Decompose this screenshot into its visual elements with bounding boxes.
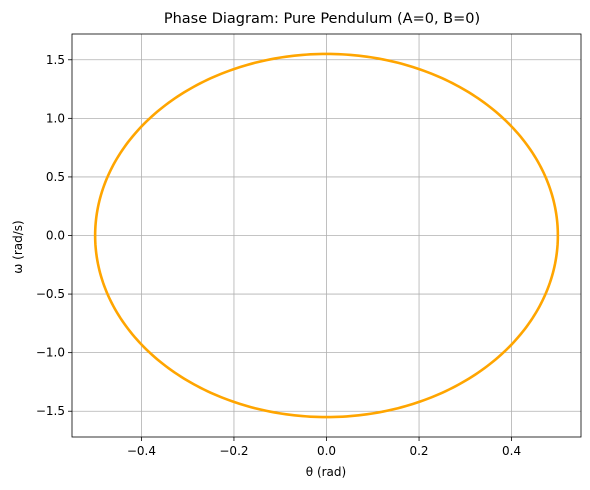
chart-title: Phase Diagram: Pure Pendulum (A=0, B=0) bbox=[164, 11, 480, 27]
x-tick-label: 0.4 bbox=[502, 444, 521, 458]
grid-lines bbox=[72, 34, 581, 437]
y-tick-label: 1.0 bbox=[46, 111, 65, 125]
y-axis-label: ω (rad/s) bbox=[11, 220, 25, 273]
x-axis-label: θ (rad) bbox=[306, 465, 346, 479]
y-tick-label: −0.5 bbox=[36, 287, 65, 301]
x-tick-label: −0.2 bbox=[219, 444, 248, 458]
x-axis-ticks: −0.4 −0.2 0.0 0.2 0.4 bbox=[127, 437, 521, 458]
x-tick-label: 0.2 bbox=[409, 444, 428, 458]
y-axis-ticks: −1.5 −1.0 −0.5 0.0 0.5 1.0 1.5 bbox=[36, 53, 72, 418]
y-tick-label: −1.0 bbox=[36, 346, 65, 360]
y-tick-label: 0.5 bbox=[46, 170, 65, 184]
x-tick-label: −0.4 bbox=[127, 444, 156, 458]
series-layer bbox=[93, 52, 560, 419]
y-tick-label: 1.5 bbox=[46, 53, 65, 67]
x-tick-label: 0.0 bbox=[317, 444, 336, 458]
y-tick-label: −1.5 bbox=[36, 404, 65, 418]
phase-trajectory-line bbox=[93, 52, 560, 419]
y-tick-label: 0.0 bbox=[46, 229, 65, 243]
